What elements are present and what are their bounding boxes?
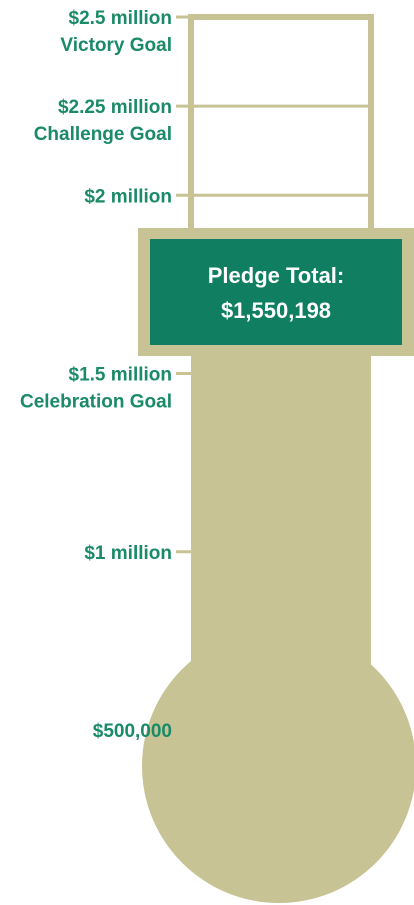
tick-label: $2.5 million: [69, 8, 172, 29]
tick-label: $2.25 million: [58, 97, 172, 118]
tick-sublabel: Victory Goal: [60, 35, 172, 56]
tick-sublabel: Celebration Goal: [20, 392, 172, 413]
tick-label: $500,000: [93, 721, 172, 742]
pledge-total-box: Pledge Total: $1,550,198: [138, 228, 414, 356]
pledge-label: Pledge Total:: [208, 263, 345, 288]
tick-label: $1 million: [84, 543, 172, 564]
tick-group: $2.5 million Victory Goal $2.25 million Cha…: [20, 8, 371, 742]
tick-sublabel: Challenge Goal: [34, 124, 172, 145]
tick-label: $1.5 million: [69, 365, 172, 386]
pledge-box-fill: [150, 239, 402, 345]
pledge-value: $1,550,198: [221, 298, 331, 323]
thermometer-bulb: [142, 629, 414, 903]
tick-label: $2 million: [84, 186, 172, 207]
